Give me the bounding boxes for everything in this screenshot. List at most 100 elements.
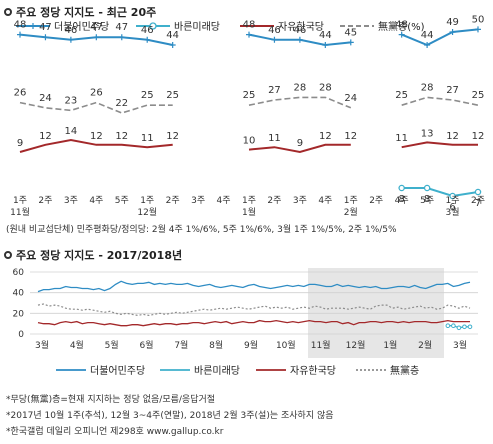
y-tick-label: 20 [13, 309, 25, 319]
month-tick-label: 11월 [10, 206, 30, 218]
week-tick-label: 1주 [446, 195, 460, 206]
week-tick-label: 2주 [166, 195, 180, 206]
month-tick-label: 1월 [242, 206, 256, 218]
data-label: 44 [166, 30, 179, 41]
x-tick-label: 7월 [174, 339, 188, 351]
x-tick-label: 5월 [105, 339, 119, 351]
data-label: 9 [17, 138, 23, 149]
data-label: 28 [421, 82, 434, 93]
minor-party-note: (원내 비교섭단체) 민주평화당/정의당: 2월 4주 1%/6%, 5주 1%… [6, 225, 397, 235]
series-dem [37, 280, 471, 293]
data-label: 11 [268, 133, 281, 144]
data-label: 46 [65, 25, 78, 36]
data-point [456, 325, 462, 331]
data-point [347, 39, 354, 46]
data-label: 27 [446, 85, 459, 96]
data-label: 8 [424, 194, 430, 205]
data-point [475, 26, 481, 33]
data-label: 50 [472, 14, 485, 25]
week-tick-label: 1주 [13, 195, 27, 206]
data-label: 23 [65, 95, 78, 106]
x-tick-label: 3월 [453, 339, 467, 351]
data-label: 8 [398, 194, 404, 205]
data-label: 49 [446, 17, 459, 28]
x-tick-label: 9월 [244, 339, 258, 351]
data-label: 12 [319, 131, 332, 142]
data-label: 25 [243, 90, 256, 101]
data-point [169, 42, 176, 48]
data-label: 48 [243, 20, 256, 31]
week-tick-label: 3주 [64, 195, 78, 206]
week-tick-label: 4주 [395, 195, 409, 206]
bottom-legend: 더불어민주당 바른미래당 자유한국당 無黨층 [56, 364, 419, 377]
data-label: 24 [39, 93, 52, 104]
x-tick-label: 3월 [35, 339, 49, 351]
data-point [398, 31, 405, 38]
week-tick-label: 4주 [217, 195, 231, 206]
data-label: 13 [421, 128, 434, 139]
data-label: 28 [294, 82, 307, 93]
week-tick-label: 2주 [267, 195, 281, 206]
week-tick-label: 4주 [89, 195, 103, 206]
legend-label-bar: 바른미래당 [174, 21, 220, 33]
week-tick-label: 1주 [140, 195, 154, 206]
highlight-band [308, 268, 444, 358]
series-kor [37, 319, 470, 327]
data-label: 12 [166, 131, 179, 142]
legend-label-kor: 자유한국당 [278, 21, 324, 33]
data-point [322, 42, 329, 48]
data-label: 46 [294, 25, 307, 36]
data-point [93, 34, 100, 41]
data-label: 12 [90, 131, 103, 142]
series-line [401, 187, 479, 198]
x-tick-label: 10월 [276, 339, 296, 351]
data-label: 25 [472, 90, 485, 101]
legend-label-bar: 바른미래당 [194, 365, 240, 377]
legend-label-dem: 더불어민주당 [54, 21, 109, 33]
data-label: 28 [319, 82, 332, 93]
footnote-3: *한국갤럽 데일리 오피니언 제298호 www.gallup.co.kr [6, 427, 224, 437]
data-label: 11 [141, 133, 154, 144]
week-tick-label: 1주 [344, 195, 358, 206]
data-label: 12 [472, 131, 485, 142]
week-tick-label: 3주 [191, 195, 205, 206]
week-tick-label: 4주 [318, 195, 332, 206]
data-point [67, 36, 74, 43]
data-point [449, 29, 456, 35]
data-label: 12 [115, 131, 128, 142]
x-tick-label: 8월 [209, 339, 223, 351]
series-line [19, 96, 479, 114]
section-bullet-icon [4, 8, 12, 16]
series-bar [447, 325, 470, 329]
data-label: 22 [115, 98, 128, 109]
data-point [246, 31, 252, 38]
week-tick-label: 1주 [242, 195, 256, 206]
data-label: 45 [344, 27, 357, 38]
data-label: 48 [14, 20, 27, 31]
data-label: 26 [14, 88, 27, 99]
bottom-x-axis: 3월 4월 5월 6월 7월 8월 9월 10월 11월 12월 1월 2월 3월 [35, 339, 467, 351]
data-point [118, 34, 125, 41]
series-line [19, 138, 478, 154]
data-point [42, 34, 49, 41]
top-chart-title: 주요 정당 지지도 - 최근 20주 [4, 4, 156, 20]
legend-label-none: 無黨층 [390, 364, 419, 377]
data-label: 25 [166, 90, 179, 101]
week-tick-label: 2주 [369, 195, 383, 206]
data-point [423, 184, 431, 192]
data-label: 26 [90, 88, 103, 99]
data-point [462, 324, 467, 330]
data-label: 48 [395, 20, 408, 31]
data-point [144, 36, 151, 43]
month-tick-label: 2월 [344, 206, 358, 218]
x-tick-label: 4월 [70, 339, 84, 351]
data-label: 12 [39, 131, 52, 142]
series-kor: 9 12 14 12 12 11 12 10 11 9 12 12 11 13 12 12 [17, 126, 485, 154]
data-label: 24 [344, 93, 357, 104]
data-label: 47 [39, 22, 52, 33]
data-label: 9 [297, 138, 303, 149]
series-none [37, 303, 471, 317]
data-label: 12 [344, 131, 357, 142]
data-point [296, 36, 303, 43]
data-label: 46 [268, 25, 281, 36]
